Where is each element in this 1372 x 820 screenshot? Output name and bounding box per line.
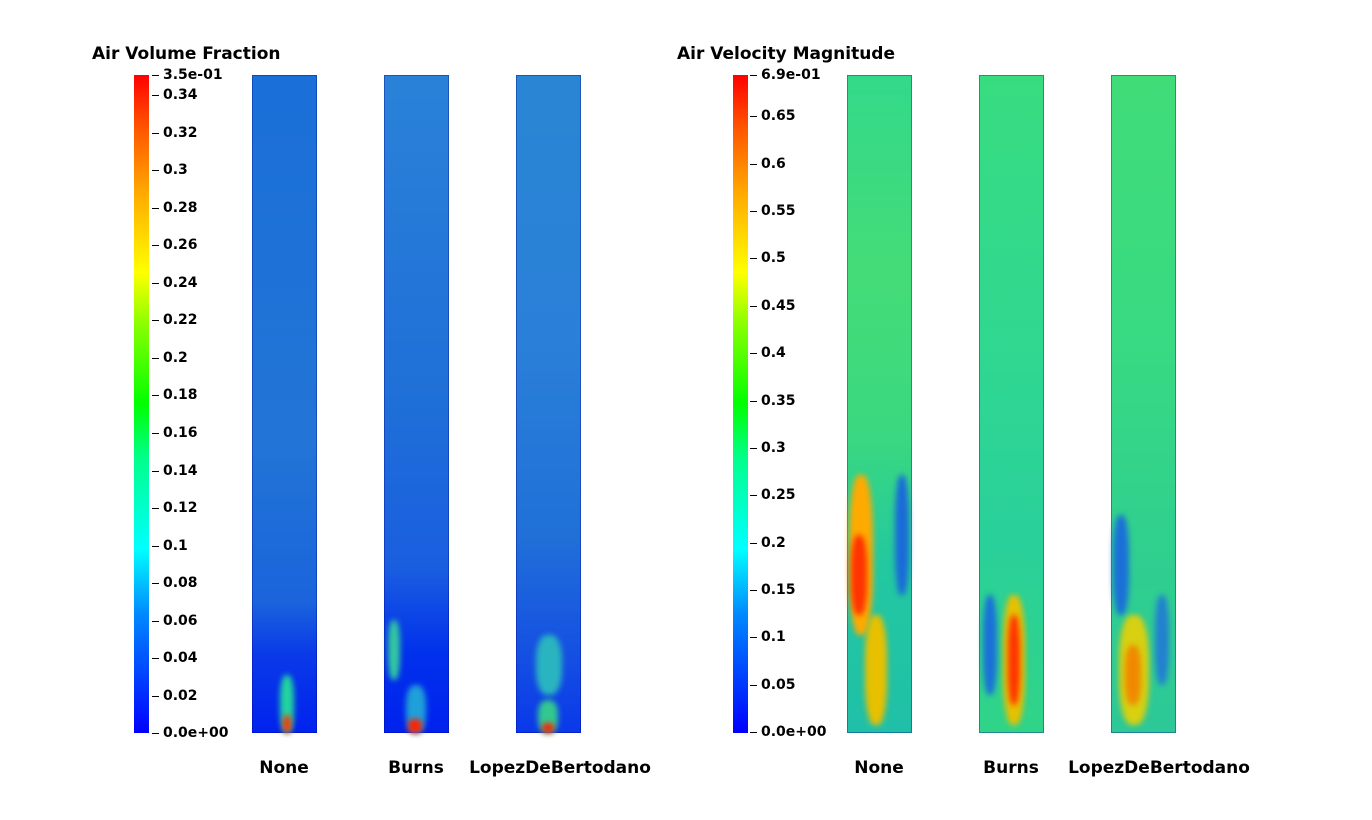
column-label-none: None: [854, 758, 904, 778]
colorbar-tick: 0.28: [152, 200, 198, 216]
air-volume-fraction-panel: Air Volume Fraction 3.5e-01 0.34 0.32 0.…: [92, 44, 651, 778]
colorbar-tick: 0.5: [750, 250, 786, 266]
plume: [1113, 515, 1129, 615]
plume: [849, 475, 873, 635]
colorbar-tick: 0.05: [750, 677, 796, 693]
colorbar-tick: 0.18: [152, 387, 198, 403]
field-column-none: [252, 75, 317, 733]
panel-title: Air Volume Fraction: [92, 44, 281, 64]
colorbar-tick: 0.06: [152, 613, 198, 629]
column-label-lopezdebertodano: LopezDeBertodano: [1068, 758, 1250, 778]
field-column-burns: [979, 75, 1044, 733]
colorbar-tick: 0.04: [152, 650, 198, 666]
plume: [388, 620, 400, 680]
plume: [895, 475, 909, 595]
colorbar-tick: 0.55: [750, 203, 796, 219]
plume: [1155, 595, 1169, 685]
plume: [1003, 595, 1025, 725]
colorbar-max-label: 3.5e-01: [152, 67, 223, 83]
column-label-burns: Burns: [388, 758, 444, 778]
colorbar-tick: 0.6: [750, 156, 786, 172]
colorbar-tick: 0.3: [152, 162, 188, 178]
colorbar-tick: 0.12: [152, 500, 198, 516]
plume: [536, 635, 562, 695]
colorbar-tick: 0.4: [750, 345, 786, 361]
colorbar-tick: 0.25: [750, 487, 796, 503]
panel-title: Air Velocity Magnitude: [677, 44, 895, 64]
colorbar-tick: 0.65: [750, 108, 796, 124]
field-column-lopezdebertodano: [1111, 75, 1176, 733]
colorbar-tick: 0.26: [152, 237, 198, 253]
plume: [851, 535, 867, 615]
column-label-lopezdebertodano: LopezDeBertodano: [469, 758, 651, 778]
plume: [1125, 645, 1141, 705]
colorbar-tick: 0.24: [152, 275, 198, 291]
plume: [1119, 615, 1149, 725]
plume: [542, 723, 554, 733]
colorbar: [733, 75, 748, 733]
plume: [283, 715, 291, 733]
colorbar-tick: 0.3: [750, 440, 786, 456]
plume: [865, 615, 887, 725]
colorbar-tick: 0.32: [152, 125, 198, 141]
plume: [1008, 615, 1020, 705]
column-label-none: None: [259, 758, 309, 778]
colorbar-tick: 0.15: [750, 582, 796, 598]
colorbar-tick: 0.16: [152, 425, 198, 441]
colorbar-max-label: 6.9e-01: [750, 67, 821, 83]
colorbar: [134, 75, 149, 733]
colorbar-tick: 0.02: [152, 688, 198, 704]
colorbar-tick: 0.2: [750, 535, 786, 551]
colorbar-tick: 0.1: [750, 629, 786, 645]
field-column-burns: [384, 75, 449, 733]
plume: [408, 719, 422, 733]
colorbar-min-label: 0.0e+00: [152, 725, 229, 741]
colorbar-tick: 0.35: [750, 393, 796, 409]
plume: [983, 595, 997, 695]
colorbar-tick: 0.08: [152, 575, 198, 591]
column-label-burns: Burns: [983, 758, 1039, 778]
field-column-lopezdebertodano: [516, 75, 581, 733]
colorbar-min-label: 0.0e+00: [750, 724, 827, 740]
colorbar-tick: 0.1: [152, 538, 188, 554]
colorbar-tick: 0.45: [750, 298, 796, 314]
colorbar-tick: 0.14: [152, 463, 198, 479]
colorbar-tick: 0.34: [152, 87, 198, 103]
colorbar-tick: 0.2: [152, 350, 188, 366]
field-column-none: [847, 75, 912, 733]
colorbar-tick: 0.22: [152, 312, 198, 328]
